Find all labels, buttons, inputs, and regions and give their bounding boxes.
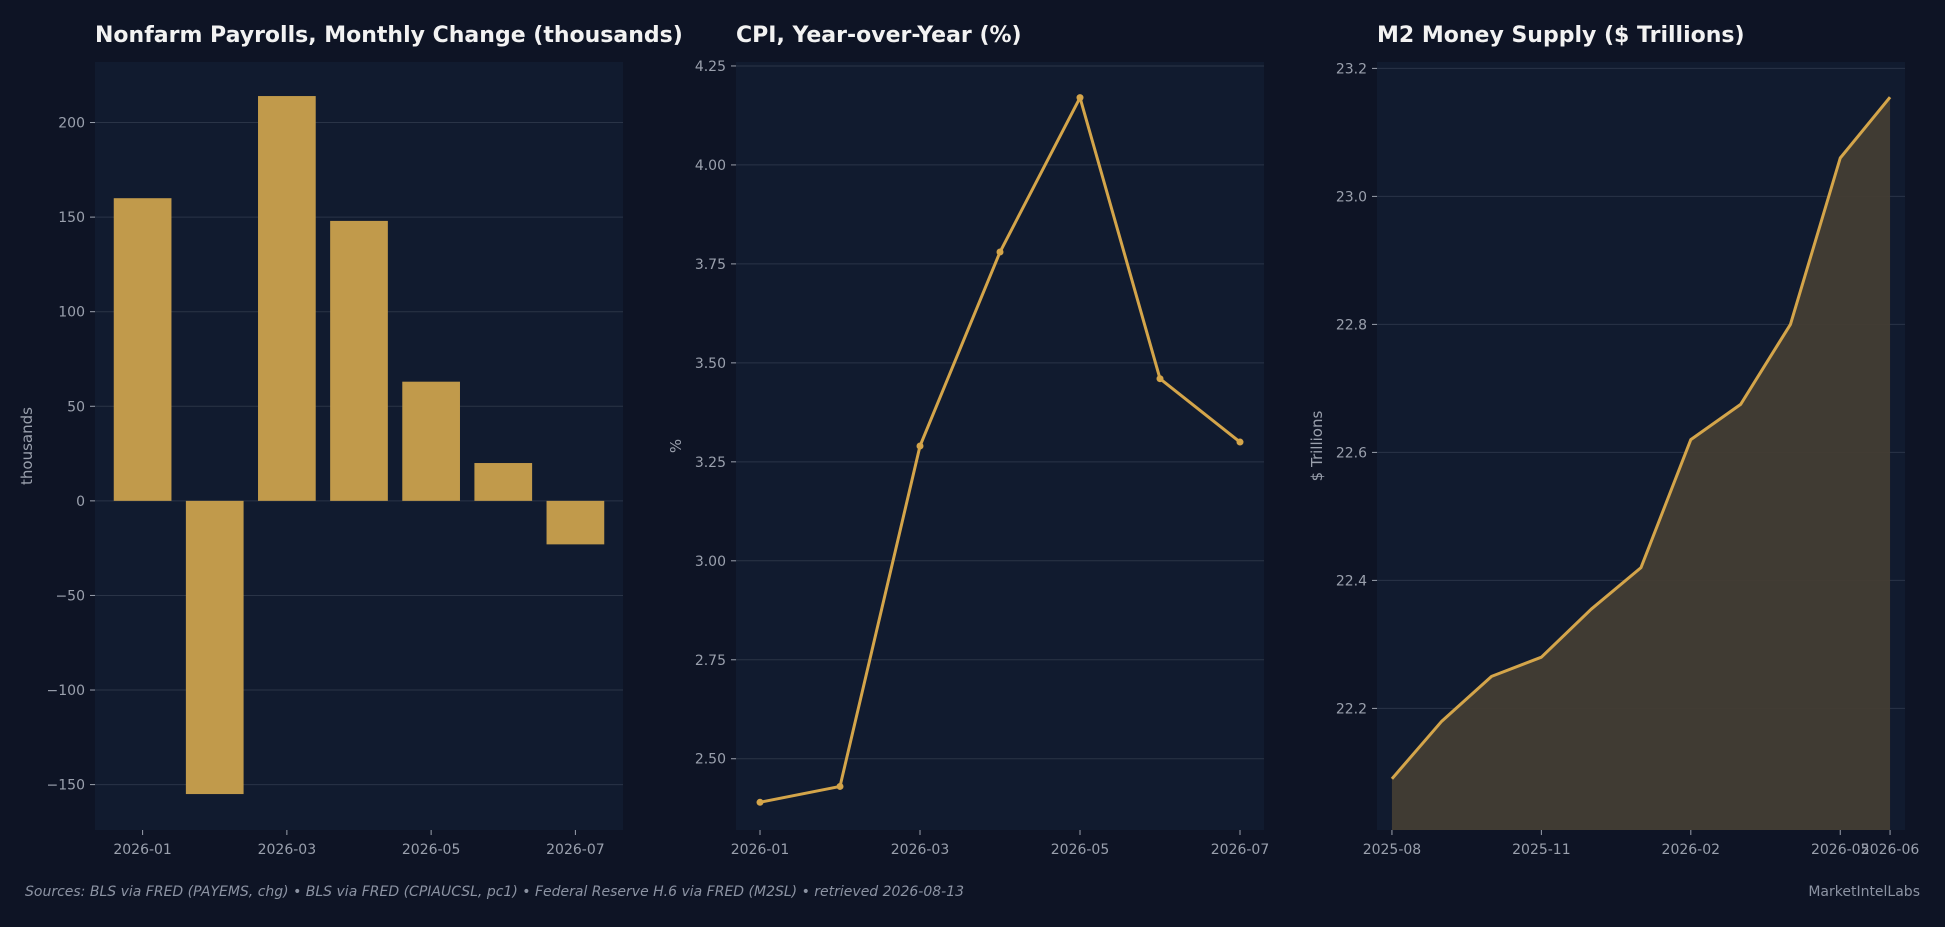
m2-series-line [1390,96,1892,780]
bar-2026-07 [546,500,605,545]
chart-3-y-tick-label: 22.4 [1336,573,1367,589]
bar-2026-01 [113,198,172,501]
chart-1-y-tick-label: 200 [58,116,85,132]
chart-3-y-tick-label: 22.8 [1336,317,1367,333]
bar-2026-05 [402,381,460,501]
chart-3-x-tick-label: 2026-02 [1662,842,1721,858]
chart-2-title: CPI, Year-over-Year (%) [736,23,1022,48]
chart-1-y-axis-label: thousands [18,407,36,485]
point-2026-02 [836,782,844,790]
point-2026-06 [1156,375,1164,383]
bar-2026-06 [474,463,533,501]
bar-2026-02 [185,500,244,795]
chart-1-y-tick-label: −150 [47,778,85,794]
chart-3-y-tick-label: 23.0 [1336,189,1367,205]
chart-2-x-tick-label: 2026-01 [731,842,790,858]
sources-footnote: Sources: BLS via FRED (PAYEMS, chg) • BL… [25,884,965,900]
chart-1-y-tick-label: 150 [58,210,85,226]
chart-3-y-tick-label: 23.2 [1336,61,1367,77]
chart-1-title: Nonfarm Payrolls, Monthly Change (thousa… [95,23,683,48]
chart-3-x-tick-label: 2026-05 [1811,842,1870,858]
chart-1-y-tick-label: 50 [67,399,85,415]
chart-1-x-tick-label: 2026-07 [546,842,605,858]
chart-2-x-tick-label: 2026-07 [1211,842,1270,858]
chart-3-y-tick-label: 22.6 [1336,445,1367,461]
chart-2-y-tick-label: 3.50 [695,356,726,372]
chart-2-y-tick-label: 2.50 [695,752,726,768]
chart-2-y-axis-label: % [667,439,685,453]
chart-1-x-tick-label: 2026-01 [113,842,172,858]
point-2026-07 [1236,438,1244,446]
chart-2-plot-area [736,62,1264,830]
chart-3-y-tick-label: 22.2 [1336,701,1367,717]
point-2026-03 [916,442,924,450]
chart-1-y-tick-label: −100 [47,683,85,699]
chart-2-y-tick-label: 3.25 [695,455,726,471]
chart-1-y-tick-label: 100 [58,305,85,321]
m2-area-fill [1391,97,1891,830]
chart-2-y-tick-label: 2.75 [695,653,726,669]
point-2026-04 [996,248,1004,256]
bar-2026-03 [258,96,316,501]
chart-2-y-tick-label: 4.00 [695,158,726,174]
chart-3-title: M2 Money Supply ($ Trillions) [1377,23,1745,48]
bar-2026-04 [330,220,388,501]
point-2026-05 [1076,94,1084,102]
chart-1-x-tick-label: 2026-05 [402,842,461,858]
chart-2-x-tick-label: 2026-05 [1051,842,1110,858]
chart-2-y-tick-label: 3.00 [695,554,726,570]
chart-3-x-tick-label: 2025-11 [1512,842,1571,858]
chart-2-x-tick-label: 2026-03 [891,842,950,858]
chart-3-x-tick-label: 2025-08 [1363,842,1422,858]
chart-1-y-tick-label: 0 [76,494,85,510]
chart-2-y-tick-label: 3.75 [695,257,726,273]
point-2026-01 [756,798,764,806]
chart-3-x-tick-label: 2026-06 [1861,842,1920,858]
chart-3-y-axis-label: $ Trillions [1308,411,1326,482]
chart-1-y-tick-label: −50 [55,588,85,604]
chart-1-x-tick-label: 2026-03 [258,842,317,858]
brand-label: MarketIntelLabs [1808,884,1920,900]
chart-2-y-tick-label: 4.25 [695,59,726,75]
